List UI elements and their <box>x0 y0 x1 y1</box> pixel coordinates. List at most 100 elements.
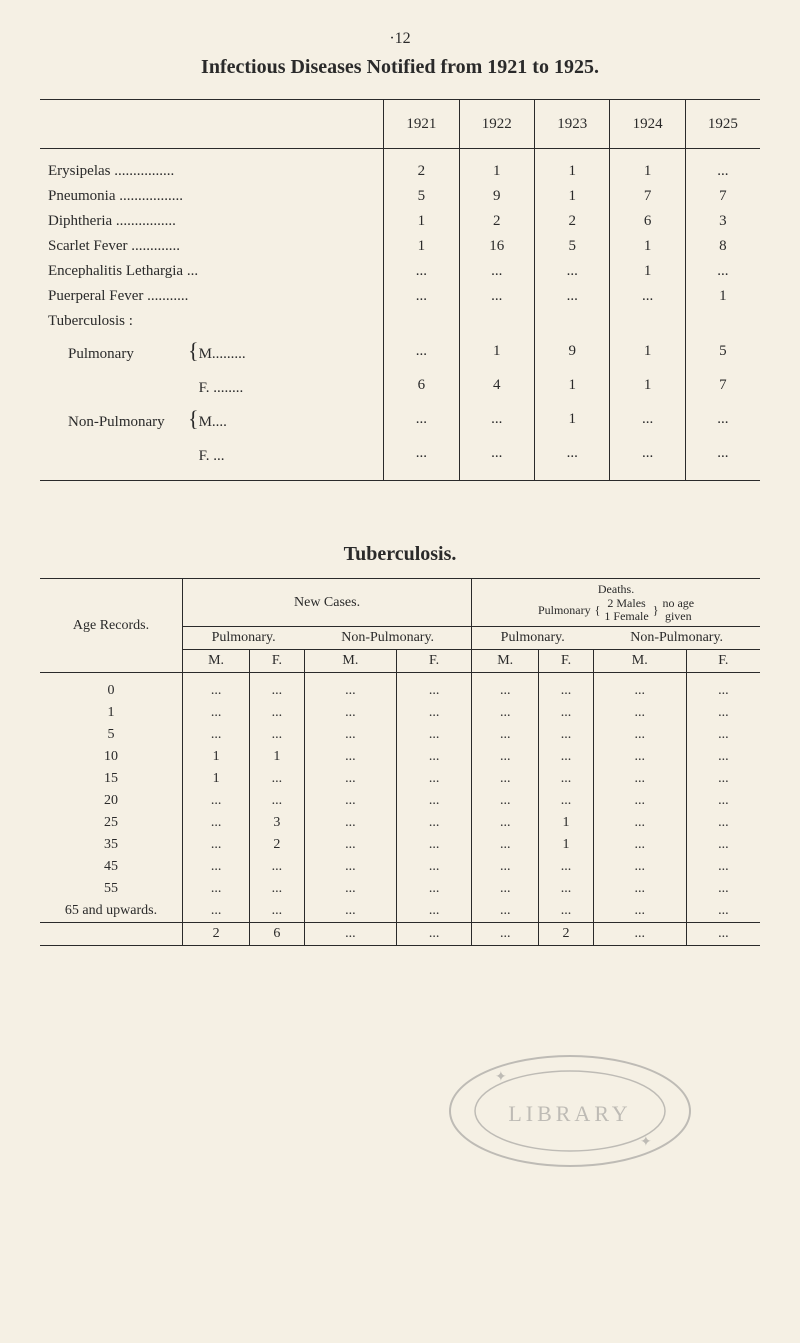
table-cell <box>535 309 610 334</box>
table-cell: 2 <box>250 834 305 856</box>
age-label: 55 <box>40 878 183 900</box>
table-cell: 5 <box>384 184 459 209</box>
table-cell: ... <box>539 702 594 724</box>
disease-row-label: Pulmonary{M......... <box>40 334 384 368</box>
brace-left: { <box>595 603 601 618</box>
pulmonary-col2: Pulmonary. <box>472 627 594 650</box>
table-cell: 1 <box>610 259 685 284</box>
deaths-note-braces: 2 Males 1 Female <box>604 597 648 623</box>
total-0: 2 <box>183 923 250 946</box>
table-cell: ... <box>686 878 760 900</box>
age-label: 0 <box>40 673 183 703</box>
table-cell: 1 <box>459 334 534 368</box>
table-cell: 1 <box>250 746 305 768</box>
table-cell: 8 <box>685 234 760 259</box>
table-cell: 2 <box>459 209 534 234</box>
new-cases-label: New Cases. <box>183 579 472 627</box>
table-cell: ... <box>686 812 760 834</box>
table-cell: ... <box>183 812 250 834</box>
table-cell: ... <box>686 746 760 768</box>
table-cell: ... <box>593 746 686 768</box>
table-cell: ... <box>593 768 686 790</box>
table-cell: 7 <box>685 368 760 402</box>
year-1923: 1923 <box>535 100 610 149</box>
table-cell: ... <box>535 436 610 481</box>
table-cell: 9 <box>459 184 534 209</box>
table-cell: 1 <box>610 234 685 259</box>
table-cell: ... <box>472 702 539 724</box>
table-cell: ... <box>183 878 250 900</box>
mf-4: M. <box>472 650 539 673</box>
total-2: ... <box>304 923 396 946</box>
total-3: ... <box>397 923 472 946</box>
table-cell: ... <box>304 724 396 746</box>
disease-row-label: {F. ........ <box>40 368 384 402</box>
main-title: Infectious Diseases Notified from 1921 t… <box>40 56 760 79</box>
table-cell: ... <box>397 673 472 703</box>
mf-3: F. <box>397 650 472 673</box>
table-cell: ... <box>472 878 539 900</box>
table-cell: ... <box>539 790 594 812</box>
age-label: 5 <box>40 724 183 746</box>
table-cell: ... <box>397 812 472 834</box>
mf-5: F. <box>539 650 594 673</box>
disease-row-label: Pneumonia ................. <box>40 184 384 209</box>
table-cell: ... <box>686 834 760 856</box>
disease-row-label: Scarlet Fever ............. <box>40 234 384 259</box>
table-cell: ... <box>593 900 686 923</box>
year-1921: 1921 <box>384 100 459 149</box>
age-label: 20 <box>40 790 183 812</box>
table-cell: 6 <box>610 209 685 234</box>
table-cell: ... <box>593 812 686 834</box>
infectious-diseases-table: 1921 1922 1923 1924 1925 Erysipelas ....… <box>40 99 760 483</box>
table-cell: ... <box>610 284 685 309</box>
table-cell: 4 <box>459 368 534 402</box>
table-cell: ... <box>304 878 396 900</box>
table-cell: ... <box>304 768 396 790</box>
table-cell: ... <box>304 856 396 878</box>
table-cell: ... <box>685 149 760 185</box>
table-cell: ... <box>539 724 594 746</box>
table-cell: ... <box>472 673 539 703</box>
mf-6: M. <box>593 650 686 673</box>
table-cell: 1 <box>183 746 250 768</box>
total-6: ... <box>593 923 686 946</box>
table-cell: ... <box>250 900 305 923</box>
table-cell: 3 <box>685 209 760 234</box>
table-cell: 2 <box>535 209 610 234</box>
table-cell: ... <box>304 790 396 812</box>
table-cell: ... <box>593 724 686 746</box>
table-cell: ... <box>685 259 760 284</box>
total-4: ... <box>472 923 539 946</box>
table-cell: ... <box>304 673 396 703</box>
tuberculosis-table: Age Records. New Cases. Deaths. Pulmonar… <box>40 578 760 946</box>
page-number: ·12 <box>40 30 760 48</box>
table-cell: 1 <box>535 149 610 185</box>
table-cell: 1 <box>685 284 760 309</box>
table-cell: 1 <box>610 368 685 402</box>
mf-2: M. <box>304 650 396 673</box>
table-cell: ... <box>397 768 472 790</box>
table-cell: 7 <box>685 184 760 209</box>
age-label: 65 and upwards. <box>40 900 183 923</box>
table-cell: 3 <box>250 812 305 834</box>
disease-row-label: Tuberculosis : <box>40 309 384 334</box>
table-cell: ... <box>250 878 305 900</box>
table-cell: ... <box>472 790 539 812</box>
table-cell: 9 <box>535 334 610 368</box>
table-cell: ... <box>304 900 396 923</box>
table-cell: ... <box>685 402 760 436</box>
table-cell <box>610 309 685 334</box>
year-1924: 1924 <box>610 100 685 149</box>
mf-7: F. <box>686 650 760 673</box>
table-cell: 1 <box>183 768 250 790</box>
non-pulmonary-col2: Non-Pulmonary. <box>593 627 760 650</box>
year-1925: 1925 <box>685 100 760 149</box>
table-cell: ... <box>539 673 594 703</box>
table-cell: ... <box>593 856 686 878</box>
table-cell: ... <box>183 790 250 812</box>
year-1922: 1922 <box>459 100 534 149</box>
table-cell: ... <box>686 724 760 746</box>
total-1: 6 <box>250 923 305 946</box>
mf-1: F. <box>250 650 305 673</box>
